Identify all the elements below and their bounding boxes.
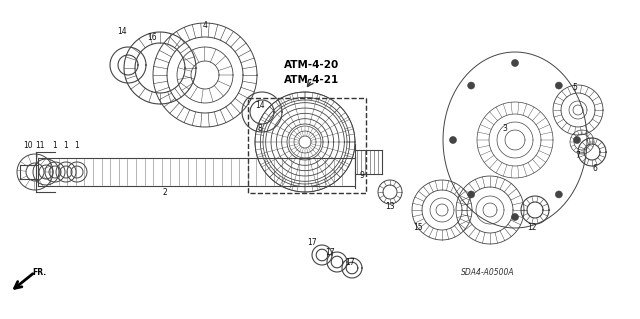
Text: 17: 17 <box>307 238 317 247</box>
Text: 15: 15 <box>413 224 423 233</box>
Text: 13: 13 <box>385 202 395 211</box>
Text: 14: 14 <box>117 27 127 36</box>
Text: 4: 4 <box>203 20 207 29</box>
Bar <box>248 98 366 193</box>
Text: 10: 10 <box>23 140 33 150</box>
Circle shape <box>573 137 580 144</box>
Circle shape <box>449 137 456 144</box>
Circle shape <box>556 191 563 198</box>
Text: 17: 17 <box>325 248 335 256</box>
Text: 7: 7 <box>575 151 580 160</box>
Circle shape <box>468 82 475 89</box>
Text: 12: 12 <box>527 224 537 233</box>
Text: 8: 8 <box>258 123 262 132</box>
Text: ATM-4-21: ATM-4-21 <box>284 75 340 85</box>
Text: 3: 3 <box>502 123 508 132</box>
Text: 9: 9 <box>360 170 364 180</box>
Text: 5: 5 <box>573 84 577 93</box>
Circle shape <box>468 191 475 198</box>
Text: 14: 14 <box>255 100 265 109</box>
Text: 1: 1 <box>63 140 68 150</box>
Text: SDA4-A0500A: SDA4-A0500A <box>461 268 515 277</box>
Text: 11: 11 <box>35 140 45 150</box>
Text: 2: 2 <box>163 188 168 197</box>
Text: ATM-4-20: ATM-4-20 <box>284 60 340 70</box>
Text: 1: 1 <box>52 140 58 150</box>
Circle shape <box>511 60 518 66</box>
Text: 17: 17 <box>345 257 355 266</box>
Text: 6: 6 <box>593 164 597 173</box>
Circle shape <box>556 82 563 89</box>
Circle shape <box>511 213 518 220</box>
Text: 1: 1 <box>75 140 79 150</box>
Text: 16: 16 <box>147 33 157 42</box>
Text: FR.: FR. <box>32 268 46 277</box>
